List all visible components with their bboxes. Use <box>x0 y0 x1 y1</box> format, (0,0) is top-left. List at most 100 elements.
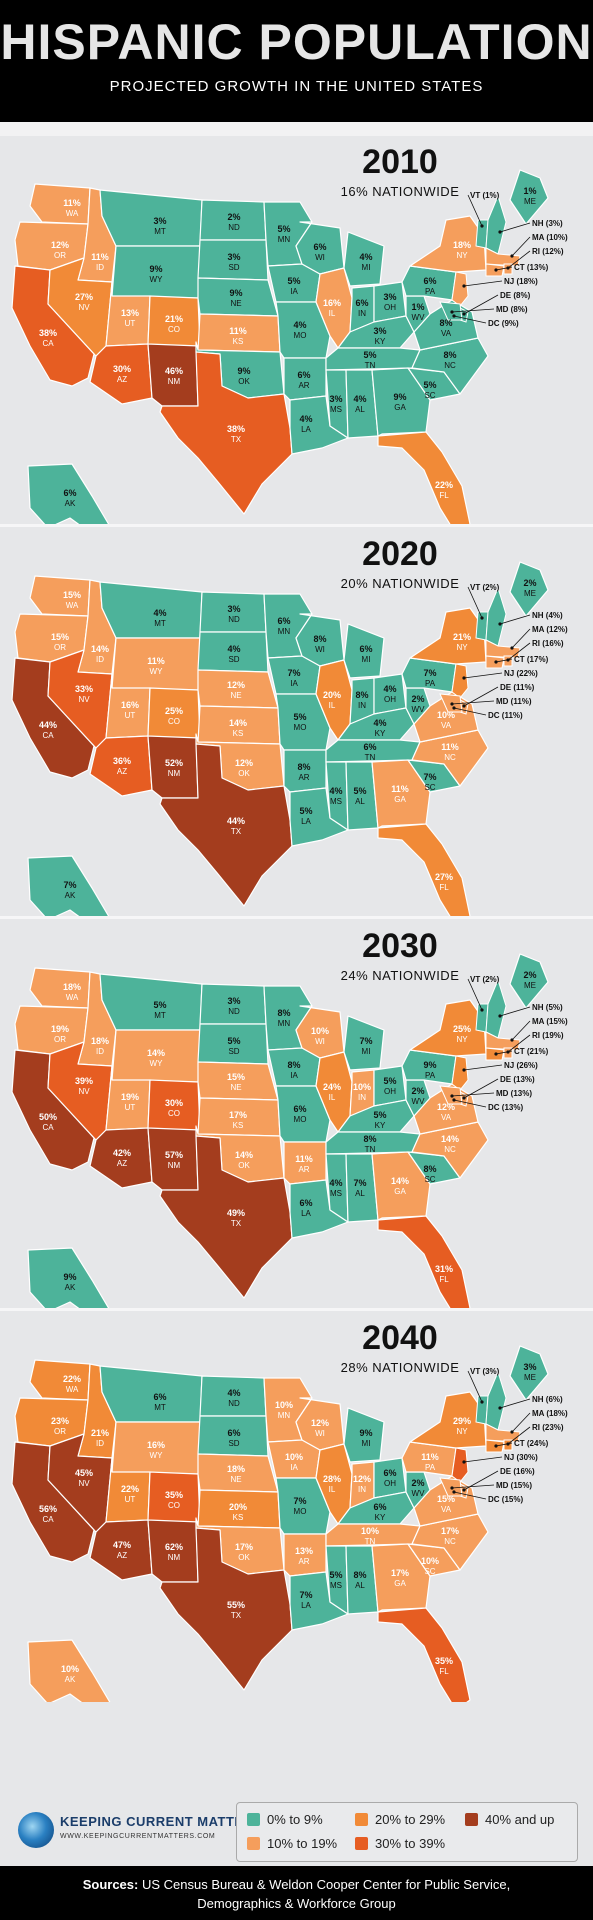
state-abbr-ut: UT <box>125 1103 136 1112</box>
state-value-la: 4% <box>299 414 312 424</box>
state-me <box>509 561 549 617</box>
state-value-mo: 6% <box>293 1104 306 1114</box>
panel-nationwide: 20% NATIONWIDE <box>340 576 460 591</box>
state-wv <box>405 1079 431 1117</box>
state-tx <box>159 743 293 907</box>
state-value-id: 21% <box>91 1428 109 1438</box>
state-abbr-ky: KY <box>375 1513 386 1522</box>
state-value-sc: 10% <box>421 1556 439 1566</box>
callout-label-dc: DC (13%) <box>488 1103 523 1112</box>
state-value-nd: 3% <box>227 996 240 1006</box>
state-value-mi: 4% <box>359 252 372 262</box>
state-abbr-ca: CA <box>42 731 54 740</box>
state-abbr-ga: GA <box>394 795 406 804</box>
state-value-nc: 17% <box>441 1526 459 1536</box>
callout-label-ri: RI (19%) <box>532 1031 564 1040</box>
state-value-sd: 4% <box>227 644 240 654</box>
callout-label-nj: NJ (26%) <box>504 1061 538 1070</box>
state-value-nc: 14% <box>441 1134 459 1144</box>
state-abbr-fl: FL <box>439 1667 449 1676</box>
state-abbr-or: OR <box>54 1427 66 1436</box>
state-me <box>509 169 549 225</box>
state-wi <box>295 1397 345 1451</box>
state-value-or: 23% <box>51 1416 69 1426</box>
state-abbr-la: LA <box>301 1601 311 1610</box>
state-value-wa: 11% <box>63 198 81 208</box>
state-nj <box>451 1447 469 1483</box>
callout-dot-nh <box>498 1014 502 1018</box>
state-value-mt: 4% <box>153 608 166 618</box>
state-value-nm: 52% <box>165 758 183 768</box>
state-abbr-tn: TN <box>365 1537 376 1546</box>
callout-label-md: MD (11%) <box>496 697 532 706</box>
callout-dot-md <box>450 1486 454 1490</box>
state-abbr-ga: GA <box>394 1579 406 1588</box>
panel-year: 2030 <box>362 927 438 965</box>
map-panel-2040: 22% WA 23% OR 56% CA 21% ID 45% NV 6% MT 16% WY 22% UT 4… <box>0 1312 593 1702</box>
state-abbr-mi: MI <box>362 263 371 272</box>
callout-line-ma <box>511 628 531 649</box>
state-abbr-ok: OK <box>238 1161 250 1170</box>
state-ny <box>409 607 487 665</box>
state-abbr-ak: AK <box>65 1675 76 1684</box>
state-value-nv: 45% <box>75 1468 93 1478</box>
state-abbr-in: IN <box>358 1485 366 1494</box>
callout-line-dc <box>453 1491 487 1500</box>
state-abbr-ks: KS <box>233 1121 244 1130</box>
state-oh <box>373 673 407 715</box>
state-abbr-wy: WY <box>150 1451 164 1460</box>
state-value-fl: 31% <box>435 1264 453 1274</box>
state-value-ks: 17% <box>229 1110 247 1120</box>
state-value-nc: 8% <box>443 350 456 360</box>
state-abbr-az: AZ <box>117 767 127 776</box>
state-wv <box>405 687 431 725</box>
state-value-co: 30% <box>165 1098 183 1108</box>
state-abbr-sc: SC <box>424 391 435 400</box>
state-abbr-wa: WA <box>66 209 79 218</box>
state-value-ak: 6% <box>63 488 76 498</box>
state-value-pa: 6% <box>423 276 436 286</box>
panel-nationwide: 16% NATIONWIDE <box>340 184 460 199</box>
callout-dot-ct <box>494 1444 498 1448</box>
state-oh <box>373 281 407 323</box>
state-value-oh: 6% <box>383 1468 396 1478</box>
state-value-mi: 6% <box>359 644 372 654</box>
state-abbr-mi: MI <box>362 1439 371 1448</box>
state-abbr-mt: MT <box>154 1403 166 1412</box>
state-value-ak: 9% <box>63 1272 76 1282</box>
callout-label-dc: DC (11%) <box>488 711 523 720</box>
state-value-ok: 17% <box>235 1542 253 1552</box>
callout-label-ma: MA (15%) <box>532 1017 568 1026</box>
panel-year: 2040 <box>362 1319 438 1357</box>
callout-label-vt: VT (3%) <box>470 1367 500 1376</box>
state-nh <box>485 978 507 1039</box>
state-abbr-va: VA <box>441 329 452 338</box>
panel-nationwide: 24% NATIONWIDE <box>340 968 460 983</box>
state-abbr-mn: MN <box>278 235 291 244</box>
state-abbr-ut: UT <box>125 1495 136 1504</box>
callout-label-vt: VT (2%) <box>470 583 500 592</box>
state-value-ky: 4% <box>373 718 386 728</box>
callout-dot-vt <box>480 616 484 620</box>
state-value-wi: 10% <box>311 1026 329 1036</box>
state-value-wv: 2% <box>411 1086 424 1096</box>
state-value-mo: 5% <box>293 712 306 722</box>
state-value-or: 12% <box>51 240 69 250</box>
callout-line-ma <box>511 1412 531 1433</box>
state-value-nd: 4% <box>227 1388 240 1398</box>
state-abbr-mt: MT <box>154 619 166 628</box>
legend-label-20-29: 20% to 29% <box>375 1812 446 1827</box>
state-abbr-wv: WV <box>412 1489 426 1498</box>
state-abbr-co: CO <box>168 325 180 334</box>
state-value-wi: 6% <box>313 242 326 252</box>
state-wv <box>405 1471 431 1509</box>
callout-dot-nh <box>498 230 502 234</box>
state-abbr-ak: AK <box>65 1283 76 1292</box>
callout-dot-ma <box>510 1038 514 1042</box>
callout-line-vt <box>467 586 483 619</box>
state-value-nd: 3% <box>227 604 240 614</box>
state-abbr-ia: IA <box>290 287 298 296</box>
state-value-in: 10% <box>353 1082 371 1092</box>
callout-dot-nj <box>462 284 466 288</box>
state-abbr-wi: WI <box>315 645 325 654</box>
